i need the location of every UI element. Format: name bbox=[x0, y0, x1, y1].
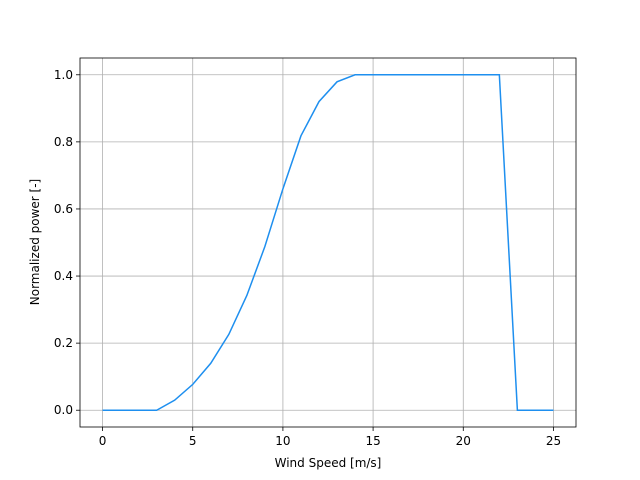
y-tick-label: 0.0 bbox=[54, 403, 73, 417]
x-tick-label: 0 bbox=[99, 434, 107, 448]
x-tick-label: 20 bbox=[456, 434, 471, 448]
x-tick-label: 10 bbox=[275, 434, 290, 448]
data-line bbox=[102, 74, 554, 411]
y-tick-label: 0.2 bbox=[54, 336, 73, 350]
x-tick-label: 25 bbox=[546, 434, 561, 448]
x-tick-label: 5 bbox=[189, 434, 197, 448]
y-tick-label: 0.8 bbox=[54, 135, 73, 149]
x-tick-label: 15 bbox=[365, 434, 380, 448]
x-axis-label: Wind Speed [m/s] bbox=[275, 456, 382, 470]
y-tick-label: 0.6 bbox=[54, 202, 73, 216]
y-tick-label: 0.4 bbox=[54, 269, 73, 283]
y-axis-label: Normalized power [-] bbox=[28, 179, 42, 305]
plot-frame bbox=[79, 57, 577, 428]
y-tick-label: 1.0 bbox=[54, 68, 73, 82]
